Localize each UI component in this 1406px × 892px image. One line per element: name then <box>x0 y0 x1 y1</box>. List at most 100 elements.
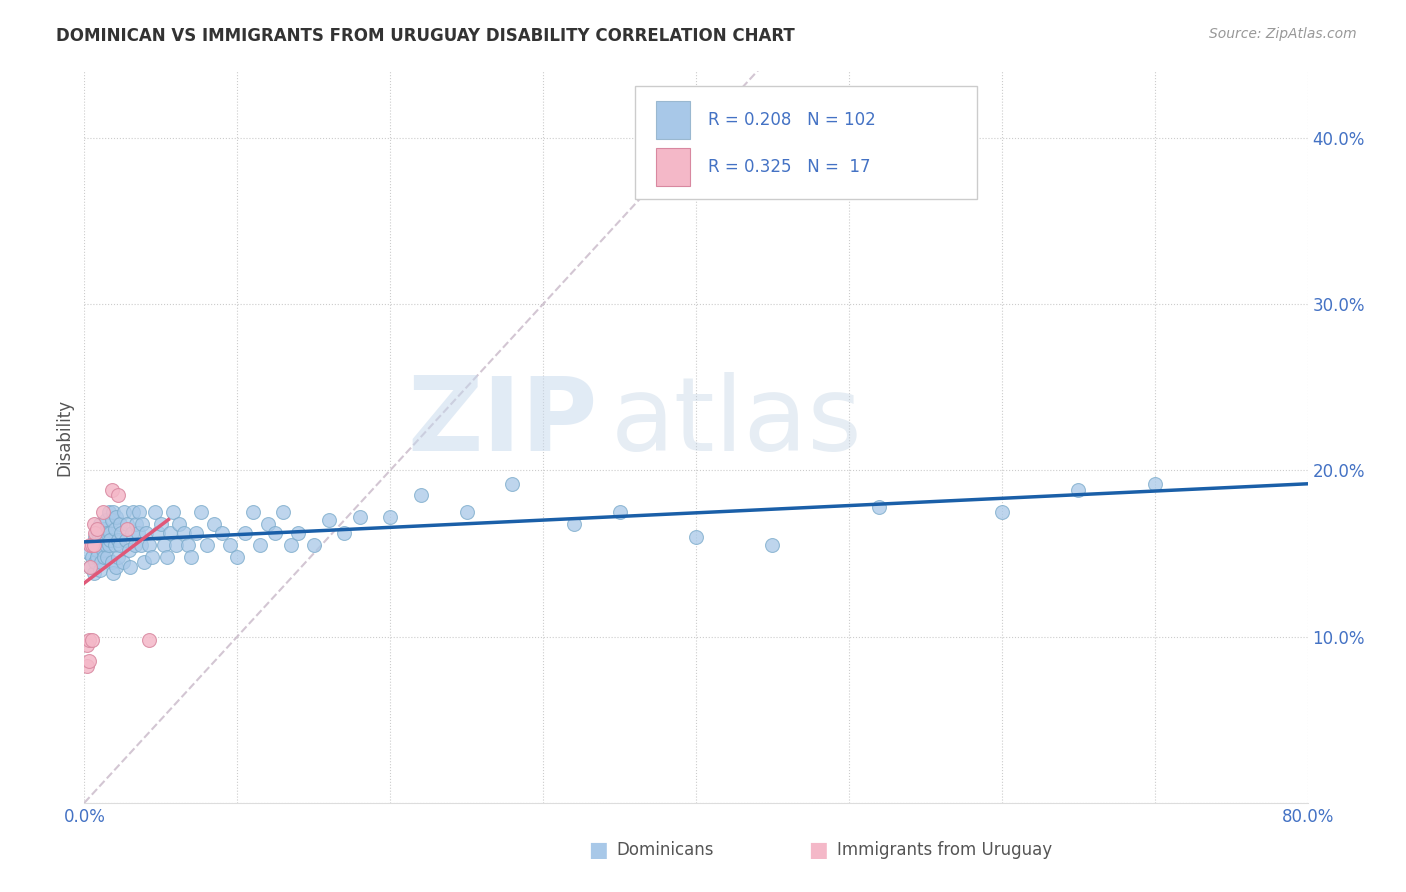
Point <box>115 516 138 531</box>
Point <box>121 526 143 541</box>
Point <box>90 533 112 548</box>
Point <box>287 526 309 541</box>
Point <box>84 555 107 569</box>
Point <box>138 538 160 552</box>
Point <box>83 538 105 552</box>
Point <box>93 549 115 564</box>
Text: ■: ■ <box>808 840 828 861</box>
Point <box>91 543 114 558</box>
Point <box>87 533 110 548</box>
Point <box>333 526 356 541</box>
Point <box>173 526 195 541</box>
Text: Dominicans: Dominicans <box>616 841 714 859</box>
Text: ZIP: ZIP <box>408 372 598 473</box>
Point <box>302 538 325 552</box>
Point <box>165 538 187 552</box>
Point <box>77 655 100 669</box>
Point <box>153 538 176 552</box>
Text: ■: ■ <box>588 840 607 861</box>
Point <box>79 559 101 574</box>
Text: Source: ZipAtlas.com: Source: ZipAtlas.com <box>1209 27 1357 41</box>
Point <box>761 538 783 552</box>
Point <box>120 559 142 574</box>
Point <box>143 505 166 519</box>
Point <box>1067 483 1090 498</box>
Point <box>141 549 163 564</box>
Point <box>91 526 114 541</box>
Point <box>98 526 121 541</box>
Point <box>211 526 233 541</box>
Point <box>97 505 120 519</box>
Point <box>242 505 264 519</box>
Point <box>98 533 121 548</box>
Point <box>190 505 212 519</box>
Point <box>271 505 294 519</box>
Point <box>87 526 110 541</box>
Point <box>76 638 98 652</box>
Point <box>84 530 107 544</box>
Point <box>103 566 125 581</box>
Point <box>195 538 218 552</box>
FancyBboxPatch shape <box>636 86 977 200</box>
Point <box>118 543 141 558</box>
Point <box>562 516 585 531</box>
Point <box>101 483 124 498</box>
Point <box>104 538 127 552</box>
Point <box>127 526 149 541</box>
Point <box>167 516 190 531</box>
Point <box>1143 476 1166 491</box>
Point <box>94 513 117 527</box>
Point <box>131 516 153 531</box>
Point <box>991 505 1014 519</box>
Point <box>105 559 128 574</box>
Text: atlas: atlas <box>610 372 862 473</box>
Point <box>93 521 115 535</box>
Point <box>138 632 160 647</box>
Y-axis label: Disability: Disability <box>55 399 73 475</box>
Point <box>280 538 302 552</box>
Point <box>90 555 112 569</box>
Point <box>128 505 150 519</box>
Bar <box>655 102 690 139</box>
Point <box>105 509 128 524</box>
Point <box>218 538 240 552</box>
Point <box>89 563 111 577</box>
Text: Immigrants from Uruguay: Immigrants from Uruguay <box>837 841 1052 859</box>
Point <box>249 538 271 552</box>
Point <box>135 526 157 541</box>
Point <box>77 632 100 647</box>
Point <box>107 533 129 548</box>
Point <box>96 526 118 541</box>
Point <box>159 526 181 541</box>
Point <box>77 546 100 560</box>
Point <box>80 538 103 552</box>
Point <box>257 516 280 531</box>
Point <box>264 526 287 541</box>
Point <box>318 513 340 527</box>
Point <box>869 500 891 514</box>
Point <box>122 505 145 519</box>
Point <box>86 521 108 535</box>
Point <box>502 476 524 491</box>
Bar <box>655 148 690 186</box>
Point <box>83 538 105 552</box>
Point <box>89 516 111 531</box>
Point <box>114 533 136 548</box>
Point <box>129 538 152 552</box>
Point <box>83 566 105 581</box>
Point <box>349 509 371 524</box>
Point <box>226 549 249 564</box>
Point <box>108 538 131 552</box>
Point <box>180 549 202 564</box>
Point <box>111 555 134 569</box>
Point <box>101 513 124 527</box>
Point <box>456 505 478 519</box>
Point <box>115 521 138 535</box>
Point <box>409 488 432 502</box>
Point <box>86 543 108 558</box>
Point <box>104 521 127 535</box>
Point <box>84 526 107 541</box>
Point <box>184 526 207 541</box>
Point <box>89 538 111 552</box>
Point <box>101 555 124 569</box>
